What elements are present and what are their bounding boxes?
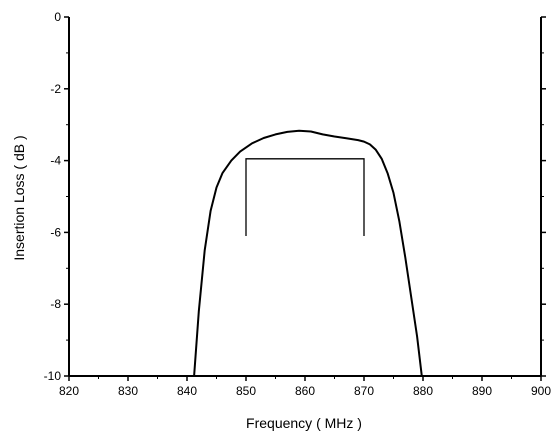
x-tick-label: 870 xyxy=(354,384,374,398)
spec-mask-bracket xyxy=(245,158,365,236)
y-tick-label: 0 xyxy=(54,10,61,24)
x-tick-label: 890 xyxy=(472,384,492,398)
x-tick-label: 880 xyxy=(413,384,433,398)
y-tick-label: -6 xyxy=(50,225,61,239)
x-tick-label: 860 xyxy=(295,384,315,398)
x-tick-label: 850 xyxy=(236,384,256,398)
x-axis-ticks: 820 830 840 850 860 870 880 890 900 xyxy=(59,376,551,398)
x-tick-label: 900 xyxy=(531,384,551,398)
y-tick-label: -2 xyxy=(50,82,61,96)
series-line xyxy=(193,129,423,377)
y-axis-title: Insertion Loss ( dB ) xyxy=(11,135,27,260)
y-tick-label: -4 xyxy=(50,154,61,168)
x-tick-label: 840 xyxy=(177,384,197,398)
y-tick-label: -10 xyxy=(44,369,62,383)
x-tick-label: 830 xyxy=(118,384,138,398)
x-axis-title: Frequency ( MHz ) xyxy=(246,415,362,431)
plot-area xyxy=(68,17,542,377)
y-axis-ticks: 0 -2 -4 -6 -8 -10 xyxy=(44,10,546,383)
y-tick-label: -8 xyxy=(50,297,61,311)
x-tick-label: 820 xyxy=(59,384,79,398)
